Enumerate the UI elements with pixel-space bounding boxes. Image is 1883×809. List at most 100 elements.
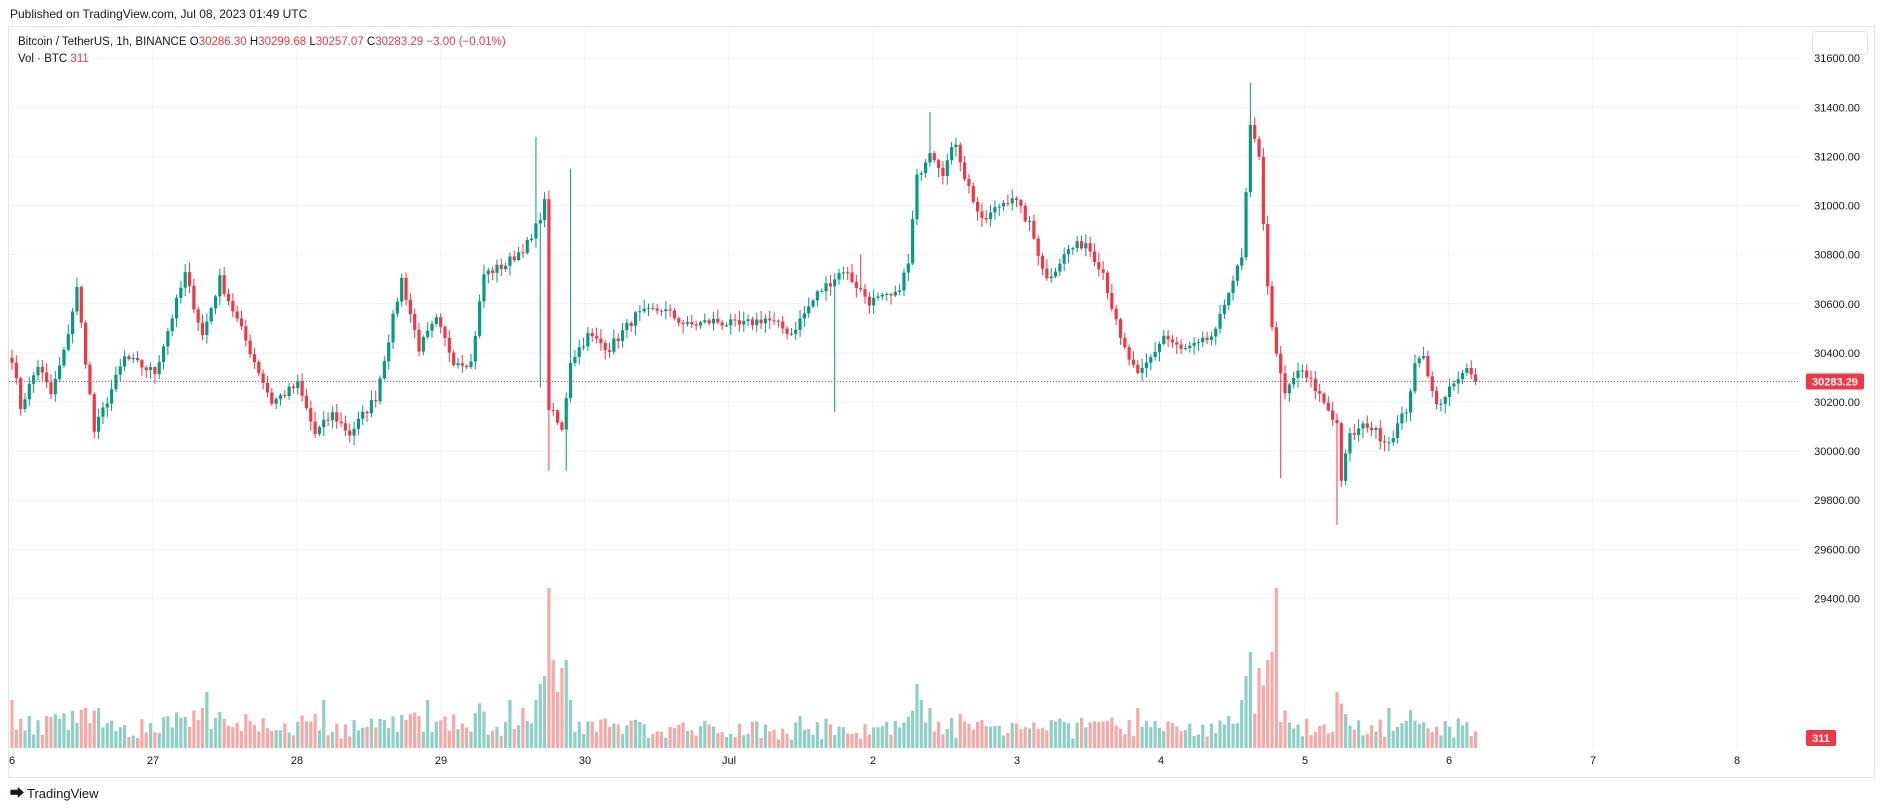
volume-bar [1205, 736, 1209, 748]
volume-bar [1344, 714, 1348, 748]
candle-body [707, 320, 711, 324]
candle-body [919, 173, 923, 175]
candle-body [174, 298, 179, 319]
volume-bars [10, 588, 1478, 748]
candle-body [365, 411, 369, 414]
volume-bar [655, 731, 659, 748]
volume-bar [988, 726, 993, 748]
volume-bar [1257, 668, 1261, 748]
volume-bar [1322, 724, 1326, 748]
candle-body [876, 296, 880, 298]
candle-body [638, 311, 642, 313]
chart-frame[interactable] [8, 26, 1875, 778]
candle-body [1270, 286, 1274, 328]
candle-body [356, 418, 360, 429]
candle-body [794, 329, 798, 334]
volume-bar [1261, 685, 1265, 748]
volume-bar [365, 726, 369, 748]
x-tick-label: 6 [1446, 755, 1452, 767]
candle-body [776, 320, 781, 322]
volume-bar [213, 717, 218, 748]
footer-brand: ⮕ TradingView [10, 783, 99, 803]
candle-body [257, 361, 261, 374]
candle-body [495, 264, 499, 273]
volume-bar [659, 731, 664, 748]
volume-bar [1452, 737, 1456, 748]
volume-bar [226, 725, 231, 748]
candle-body [984, 217, 988, 220]
volume-bar [300, 715, 304, 748]
volume-bar [1248, 652, 1252, 748]
candle-body [902, 272, 906, 291]
candle-body [1417, 358, 1421, 364]
volume-bar [525, 720, 529, 748]
volume-bar [1287, 722, 1291, 748]
y-tick-label: 29600.00 [1814, 544, 1860, 556]
candle-body [1079, 241, 1084, 249]
volume-label[interactable]: Vol · BTC [18, 53, 68, 65]
volume-bar [1188, 723, 1192, 748]
volume-bar [387, 728, 391, 748]
candle-body [538, 220, 542, 224]
candle-body [1339, 423, 1343, 481]
candle-body [19, 378, 23, 409]
volume-bar [1309, 735, 1313, 748]
volume-bar [1092, 721, 1097, 748]
volume-bar [114, 730, 118, 748]
candle-body [967, 178, 971, 186]
volume-bar [577, 721, 581, 748]
volume-bar [1149, 727, 1153, 748]
symbol-label[interactable]: Bitcoin / TetherUS, 1h, BINANCE [18, 36, 187, 48]
volume-bar [1131, 736, 1136, 748]
candle-body [1071, 248, 1075, 250]
volume-bar [794, 722, 798, 748]
volume-bar [174, 712, 179, 748]
candle-body [1131, 359, 1136, 365]
candle-body [213, 296, 218, 309]
candle-body [313, 421, 317, 434]
volume-bar [1040, 727, 1045, 748]
volume-bar [10, 700, 14, 748]
candle-body [456, 363, 460, 366]
volume-bar [304, 721, 309, 748]
volume-bar [486, 734, 490, 748]
candle-body [1019, 200, 1023, 206]
volume-bar [1027, 728, 1032, 748]
y-tick-label: 29800.00 [1814, 495, 1860, 507]
close-label: C [366, 36, 376, 48]
candle-body [1404, 412, 1408, 414]
volume-bar [1010, 723, 1014, 748]
volume-bar [898, 727, 902, 748]
candle-body [1374, 428, 1378, 431]
candle-body [122, 356, 127, 367]
volume-bar [404, 719, 408, 748]
last-price-label: 30283.29 [1812, 377, 1858, 389]
volume-bar [1296, 724, 1300, 748]
volume-bar [698, 726, 703, 748]
volume-bar [950, 717, 954, 748]
volume-bar [1404, 721, 1408, 748]
volume-bar [413, 712, 417, 748]
candle-body [837, 273, 841, 280]
volume-bar [984, 726, 988, 748]
candle-body [642, 308, 646, 312]
candle-body [140, 360, 144, 368]
volume-bar [1227, 716, 1231, 748]
volume-bar [668, 727, 672, 748]
candle-body [49, 382, 53, 395]
volume-bar [508, 700, 512, 748]
volume-bar [781, 728, 785, 748]
candle-body [374, 400, 378, 402]
volume-bar [517, 725, 521, 748]
volume-bar [1114, 725, 1118, 748]
candle-body [1274, 327, 1278, 354]
candle-body [1209, 336, 1214, 340]
candle-body [1084, 243, 1088, 249]
volume-bar [629, 720, 633, 748]
price-scale-button[interactable] [1812, 31, 1868, 55]
volume-bar [382, 719, 386, 748]
volume-bar [1361, 735, 1365, 748]
candle-body [192, 285, 196, 310]
candle-body [200, 322, 205, 336]
